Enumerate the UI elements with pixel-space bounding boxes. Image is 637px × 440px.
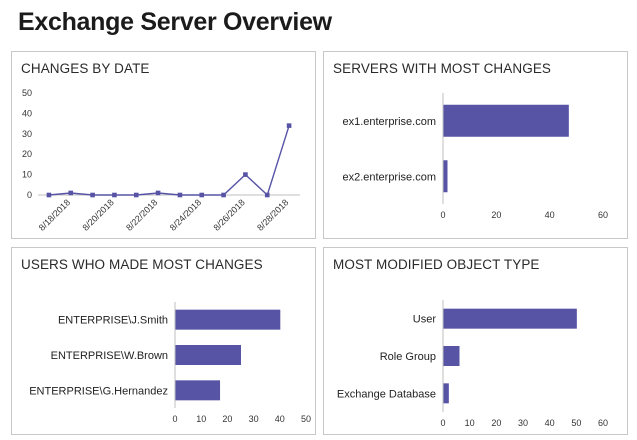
category-label: ENTERPRISE\G.Hernandez <box>29 385 168 397</box>
x-tick-label: 8/20/2018 <box>80 197 115 232</box>
x-tick-label: 8/28/2018 <box>255 197 290 232</box>
y-tick-label: 0 <box>27 190 32 200</box>
changes-by-date-chart: 0 10 20 30 40 50 8/18/2018 8/20/2018 8/22/2018 8/… <box>22 88 300 233</box>
data-point <box>133 192 139 198</box>
x-tick-label: 10 <box>196 414 206 424</box>
x-tick-label: 8/24/2018 <box>168 197 203 232</box>
category-label: ex2.enterprise.com <box>342 171 436 183</box>
bar <box>443 346 460 366</box>
y-tick-label: 20 <box>22 149 32 159</box>
x-tick-label: 30 <box>518 418 528 428</box>
category-label: ENTERPRISE\W.Brown <box>51 350 168 362</box>
category-label: Exchange Database <box>337 388 436 400</box>
category-label: ex1.enterprise.com <box>342 116 436 128</box>
data-point <box>68 190 74 196</box>
users-panel: USERS WHO MADE MOST CHANGES 0 10 20 30 40 50 E… <box>11 247 316 435</box>
x-tick-label: 20 <box>491 418 501 428</box>
x-tick-label: 8/22/2018 <box>124 197 159 232</box>
y-tick-label: 40 <box>22 108 32 118</box>
category-label: User <box>413 314 437 326</box>
servers-title: SERVERS WITH MOST CHANGES <box>333 61 552 76</box>
bar <box>443 160 448 193</box>
y-tick-label: 10 <box>22 170 32 180</box>
data-point <box>177 192 183 198</box>
x-tick-label: 40 <box>545 210 555 220</box>
x-tick-label: 0 <box>172 414 177 424</box>
x-tick-label: 40 <box>275 414 285 424</box>
changes-by-date-panel: CHANGES BY DATE 0 10 20 30 40 50 8/18/2018 8/20… <box>11 51 316 239</box>
x-tick-label: 30 <box>249 414 259 424</box>
x-tick-label: 20 <box>222 414 232 424</box>
object-type-title: MOST MODIFIED OBJECT TYPE <box>333 257 540 272</box>
bar <box>443 308 577 329</box>
bar <box>175 345 241 365</box>
data-point <box>243 172 248 177</box>
x-tick-label: 8/26/2018 <box>211 197 246 232</box>
x-tick-label: 50 <box>571 418 581 428</box>
x-tick-label: 0 <box>440 210 445 220</box>
users-title: USERS WHO MADE MOST CHANGES <box>21 257 263 272</box>
data-point <box>221 192 226 198</box>
bar <box>443 104 569 137</box>
object-type-chart: 0 10 20 30 40 50 60 User Role Group Exchange Data… <box>337 300 608 428</box>
servers-chart: 0 20 40 60 ex1.enterprise.com ex2.enterprise.… <box>342 93 608 220</box>
data-point <box>155 190 161 196</box>
x-tick-label: 10 <box>465 418 475 428</box>
bar <box>175 380 221 401</box>
x-tick-label: 60 <box>598 210 608 220</box>
page-title: Exchange Server Overview <box>18 8 332 36</box>
data-point <box>90 192 95 198</box>
servers-panel: SERVERS WITH MOST CHANGES 0 20 40 60 ex1.ent… <box>323 51 628 239</box>
series-line <box>48 125 290 197</box>
x-tick-label: 0 <box>440 418 445 428</box>
x-tick-label: 8/18/2018 <box>37 197 72 232</box>
x-tick-label: 20 <box>491 210 501 220</box>
bar <box>175 309 281 330</box>
y-tick-label: 30 <box>22 129 32 139</box>
y-tick-label: 50 <box>22 88 32 98</box>
changes-by-date-title: CHANGES BY DATE <box>21 61 150 76</box>
data-point <box>112 192 117 198</box>
category-label: Role Group <box>380 351 436 363</box>
users-chart: 0 10 20 30 40 50 ENTERPRISE\J.Smith ENTERPRISE\… <box>29 302 311 424</box>
x-tick-label: 50 <box>301 414 311 424</box>
data-point <box>199 192 205 198</box>
data-point <box>46 192 52 198</box>
bar <box>443 383 449 404</box>
object-type-panel: MOST MODIFIED OBJECT TYPE 0 10 20 30 40 50 60 U… <box>323 247 628 435</box>
category-label: ENTERPRISE\J.Smith <box>58 315 168 327</box>
data-point <box>286 123 292 128</box>
x-tick-label: 40 <box>545 418 555 428</box>
x-tick-label: 60 <box>598 418 608 428</box>
data-point <box>264 192 270 198</box>
